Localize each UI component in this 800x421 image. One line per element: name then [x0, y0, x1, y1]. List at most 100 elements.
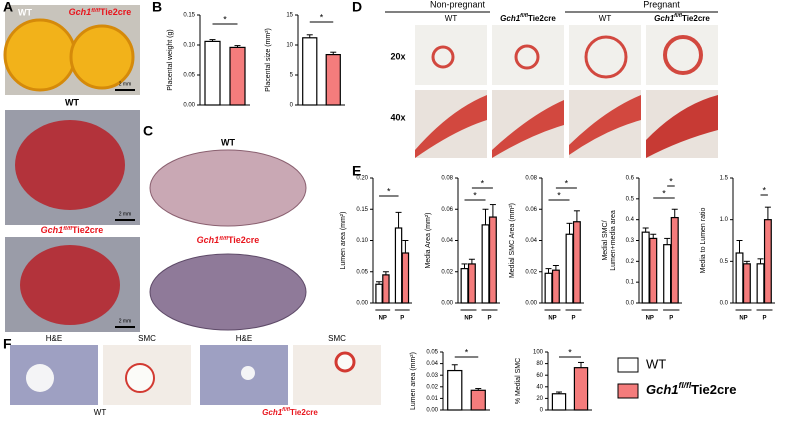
genotype-part: fl/fl — [679, 380, 692, 390]
panel-letter: E — [352, 163, 361, 179]
micrograph-smc — [293, 345, 381, 405]
y-tick-label: 0.02 — [426, 384, 438, 390]
y-tick-label: 0.5 — [626, 196, 635, 202]
bar — [447, 369, 463, 411]
label: SMC — [328, 334, 346, 343]
y-tick-label: 0.10 — [356, 238, 368, 244]
bar — [756, 263, 765, 304]
genotype-part: Gch1 — [646, 382, 679, 397]
y-tick-label: 0.20 — [356, 176, 368, 182]
genotype-label: Gch1fl/flTie2cre — [197, 235, 260, 245]
y-tick-label: 5 — [290, 73, 294, 79]
y-tick-label: 0.10 — [183, 43, 195, 49]
genotype-part: fl/fl — [63, 226, 72, 232]
x-tick-label: P — [571, 316, 575, 322]
bar — [763, 219, 772, 304]
y-axis-label: Lumen+media area — [610, 210, 617, 271]
bar — [572, 221, 581, 304]
legend-swatch — [617, 383, 639, 399]
y-axis-label: Medial SMC Area (mm²) — [509, 203, 516, 278]
vessel — [26, 364, 54, 392]
y-tick-label: 0.03 — [426, 373, 438, 379]
vessel-wall — [646, 95, 718, 158]
y-tick-label: 0.3 — [626, 238, 635, 244]
label: 40x — [390, 112, 405, 122]
genotype-part: fl/fl — [219, 236, 228, 242]
y-tick-label: 0.00 — [441, 301, 453, 307]
y-tick-label: 0.01 — [426, 396, 438, 402]
bar — [663, 244, 672, 304]
panel-letter: C — [143, 123, 153, 139]
bar — [302, 37, 318, 106]
label: WT — [18, 7, 32, 17]
y-tick-label: 0.05 — [183, 73, 195, 79]
y-tick-label: 0.4 — [626, 217, 635, 223]
genotype-part: fl/fl — [674, 13, 682, 19]
y-tick-label: 0.00 — [183, 103, 195, 109]
genotype-part: Tie2cre — [528, 14, 556, 23]
y-tick-label: 0.05 — [356, 269, 368, 275]
label: WT — [94, 408, 107, 417]
section-wt — [149, 149, 307, 227]
section-ko — [149, 253, 307, 331]
significance-mark: * — [669, 176, 673, 186]
y-tick-label: 0.06 — [525, 207, 537, 213]
x-tick-label: NP — [548, 316, 556, 322]
genotype-part: Tie2cre — [100, 7, 131, 17]
y-tick-label: 0.06 — [441, 207, 453, 213]
y-tick-label: 0.02 — [525, 269, 537, 275]
bar — [382, 274, 390, 304]
x-tick-label: NP — [464, 316, 472, 322]
cast-ko — [20, 245, 120, 325]
bar — [204, 40, 221, 106]
micrograph — [646, 25, 718, 85]
bar — [401, 252, 410, 304]
y-tick-label: 0.04 — [426, 361, 438, 367]
genotype-part: Tie2cre — [691, 382, 736, 397]
genotype-part: Tie2cre — [228, 235, 259, 245]
significance-mark: * — [387, 186, 391, 196]
genotype-part: Tie2cre — [682, 14, 710, 23]
bar — [551, 269, 560, 304]
y-tick-label: 0.05 — [426, 350, 438, 356]
y-tick-label: 0.15 — [356, 207, 368, 213]
genotype-part: fl/fl — [520, 13, 528, 19]
y-tick-label: 0.08 — [441, 176, 453, 182]
vessel — [663, 35, 703, 75]
label: WT — [599, 14, 612, 23]
micrograph — [492, 25, 564, 85]
bar — [649, 237, 658, 304]
y-tick-label: 0.00 — [525, 301, 537, 307]
bar — [544, 272, 553, 304]
genotype-part: Gch1 — [262, 408, 283, 417]
bar — [470, 389, 486, 411]
y-tick-label: 60 — [536, 373, 543, 379]
y-tick-label: 80 — [536, 361, 543, 367]
y-tick-label: 0.08 — [525, 176, 537, 182]
genotype-part: Gch1 — [69, 7, 92, 17]
micrograph — [415, 25, 487, 85]
x-tick-label: NP — [739, 316, 747, 322]
vessel — [584, 35, 628, 79]
genotype-part: Gch1 — [41, 225, 64, 235]
significance-mark: * — [762, 185, 766, 195]
x-tick-label: P — [762, 316, 766, 322]
y-tick-label: 1.0 — [720, 217, 729, 223]
y-axis-label: Lumen area (mm²) — [340, 212, 347, 270]
significance-mark: * — [465, 347, 469, 357]
x-tick-label: P — [400, 316, 404, 322]
scale-label: 2 mm — [119, 81, 132, 87]
y-tick-label: 0.00 — [356, 301, 368, 307]
y-tick-label: 0.04 — [525, 238, 537, 244]
significance-mark: * — [565, 178, 569, 188]
y-tick-label: 15 — [286, 13, 293, 19]
micrographs — [415, 25, 718, 158]
y-tick-label: 0.04 — [441, 238, 453, 244]
y-tick-label: 0.15 — [183, 13, 195, 19]
vessel — [241, 366, 255, 380]
y-tick-label: 40 — [536, 384, 543, 390]
vessel-wall — [569, 95, 641, 155]
label: Non-pregnant — [430, 0, 486, 9]
bar — [565, 233, 574, 304]
